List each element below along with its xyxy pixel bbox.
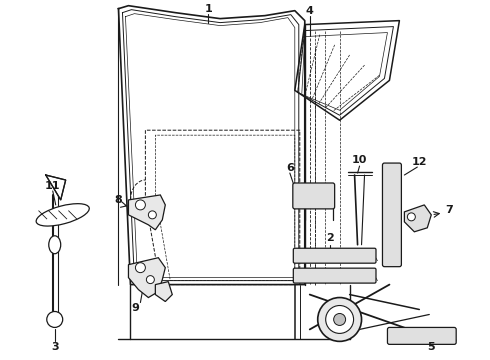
Circle shape bbox=[334, 314, 345, 325]
Ellipse shape bbox=[36, 204, 89, 226]
Circle shape bbox=[135, 200, 146, 210]
Text: 8: 8 bbox=[115, 195, 122, 205]
Text: 6: 6 bbox=[286, 163, 294, 173]
Text: 11: 11 bbox=[45, 181, 60, 191]
Circle shape bbox=[326, 306, 354, 333]
FancyBboxPatch shape bbox=[294, 268, 376, 283]
FancyBboxPatch shape bbox=[388, 328, 456, 345]
Circle shape bbox=[135, 263, 146, 273]
Polygon shape bbox=[404, 205, 431, 232]
Text: 12: 12 bbox=[412, 157, 427, 167]
Text: 9: 9 bbox=[131, 302, 139, 312]
Text: 2: 2 bbox=[326, 233, 334, 243]
Polygon shape bbox=[46, 175, 66, 200]
Text: 3: 3 bbox=[51, 342, 58, 352]
Circle shape bbox=[318, 298, 362, 341]
Ellipse shape bbox=[49, 236, 61, 254]
Polygon shape bbox=[128, 195, 165, 230]
Circle shape bbox=[147, 276, 154, 284]
FancyBboxPatch shape bbox=[293, 183, 335, 209]
Polygon shape bbox=[128, 258, 165, 298]
FancyBboxPatch shape bbox=[383, 163, 401, 267]
Circle shape bbox=[47, 311, 63, 328]
FancyBboxPatch shape bbox=[294, 248, 376, 263]
Polygon shape bbox=[155, 282, 172, 302]
Text: 5: 5 bbox=[427, 342, 435, 352]
Text: 4: 4 bbox=[306, 6, 314, 15]
Circle shape bbox=[407, 213, 416, 221]
Text: 7: 7 bbox=[445, 205, 453, 215]
Circle shape bbox=[148, 211, 156, 219]
Text: 1: 1 bbox=[204, 4, 212, 14]
Text: 10: 10 bbox=[352, 155, 367, 165]
